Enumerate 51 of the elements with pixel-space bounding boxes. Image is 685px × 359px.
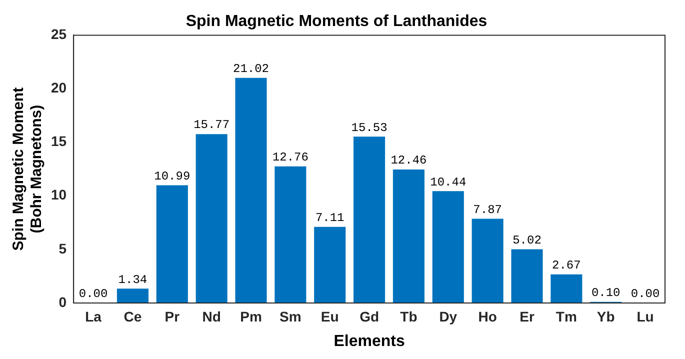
x-tick-label: Dy bbox=[439, 308, 458, 324]
x-tick-label: Lu bbox=[636, 308, 654, 324]
bar bbox=[432, 191, 464, 303]
bar bbox=[274, 166, 306, 303]
y-tick-label: 5 bbox=[58, 240, 67, 256]
x-axis-title: Elements bbox=[334, 332, 405, 350]
y-axis-title: Spin Magnetic Moment (Bohr Magnetons) bbox=[10, 87, 46, 251]
x-tick-label: Eu bbox=[320, 308, 339, 324]
x-tick-label: Tb bbox=[400, 308, 418, 324]
x-tick-label: Sm bbox=[280, 308, 302, 324]
x-tick-label: La bbox=[85, 308, 102, 324]
x-tick-label: Tm bbox=[556, 308, 577, 324]
data-label: 10.99 bbox=[154, 169, 190, 184]
data-label: 21.02 bbox=[232, 62, 270, 76]
bar bbox=[354, 136, 386, 303]
data-label: 7.87 bbox=[473, 202, 502, 217]
data-label: 12.76 bbox=[272, 150, 308, 164]
y-tick-label: 0 bbox=[58, 294, 67, 310]
data-label: 10.44 bbox=[430, 175, 466, 190]
bar bbox=[156, 185, 188, 303]
x-tick-label: Ce bbox=[124, 308, 142, 324]
bar bbox=[116, 288, 148, 303]
bar bbox=[314, 226, 346, 303]
bar bbox=[392, 170, 424, 303]
data-label: 2.67 bbox=[552, 258, 581, 273]
data-label: 7.11 bbox=[315, 211, 344, 226]
bar bbox=[550, 274, 582, 303]
y-tick-label: 15 bbox=[50, 133, 67, 150]
data-label: 0.00 bbox=[630, 287, 660, 302]
data-label: 5.02 bbox=[512, 233, 542, 248]
x-tick-label: Gd bbox=[360, 308, 380, 324]
x-tick-label: Nd bbox=[202, 308, 221, 324]
data-label: 15.77 bbox=[194, 118, 230, 132]
bar bbox=[472, 218, 504, 303]
y-tick-label: 20 bbox=[50, 80, 67, 96]
x-tick-label: Ho bbox=[478, 308, 497, 324]
bar bbox=[511, 249, 543, 303]
bar bbox=[235, 78, 267, 303]
y-tick-label: 10 bbox=[50, 186, 67, 203]
data-label: 1.34 bbox=[118, 272, 148, 287]
data-label: 12.46 bbox=[390, 154, 427, 168]
chart-title: Spin Magnetic Moments of Lanthanides bbox=[186, 13, 488, 30]
y-tick-label: 25 bbox=[50, 26, 67, 42]
x-tick-label: Pm bbox=[240, 308, 262, 324]
x-tick-label: Pr bbox=[164, 308, 180, 324]
x-tick-label: Er bbox=[520, 308, 535, 324]
data-label: 15.53 bbox=[351, 120, 388, 135]
data-label: 0.10 bbox=[591, 286, 620, 300]
data-label: 0.00 bbox=[78, 287, 108, 302]
x-tick-label: Yb bbox=[596, 308, 615, 324]
bar bbox=[196, 134, 228, 303]
